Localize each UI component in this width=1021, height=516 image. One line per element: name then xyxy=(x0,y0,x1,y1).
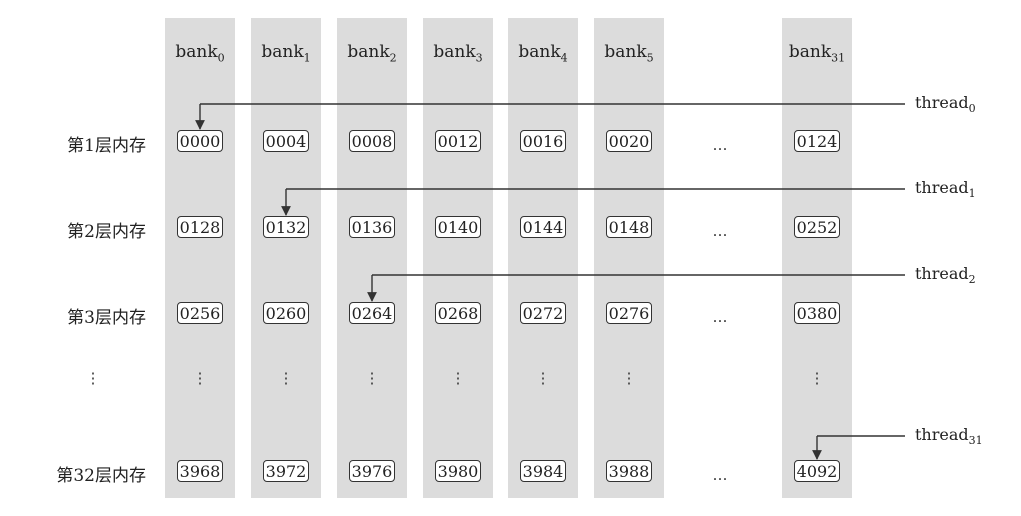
horizontal-ellipsis: … xyxy=(712,136,728,154)
vertical-ellipsis: ⋮ xyxy=(535,369,551,387)
memory-address-cell: 3980 xyxy=(435,460,481,482)
bank-label: bank1 xyxy=(251,42,321,64)
thread-label-text: thread xyxy=(915,178,969,197)
bank-label-index: 3 xyxy=(475,51,483,65)
thread-label: thread31 xyxy=(915,425,983,447)
bank-column xyxy=(782,18,852,498)
bank-label-text: bank xyxy=(788,42,832,62)
bank-label: bank0 xyxy=(165,42,235,64)
bank-label: bank2 xyxy=(337,42,407,64)
memory-layer-label: 第3层内存 xyxy=(67,308,146,328)
bank-label-index: 31 xyxy=(831,51,846,65)
thread-label: thread0 xyxy=(915,93,976,115)
memory-address-cell: 0000 xyxy=(177,130,223,152)
memory-layer-label: 第32层内存 xyxy=(56,466,146,486)
thread-label-text: thread xyxy=(915,93,969,112)
bank-column xyxy=(251,18,321,498)
bank-label-index: 4 xyxy=(560,51,568,65)
memory-address-cell: 4092 xyxy=(794,460,840,482)
vertical-ellipsis: ⋮ xyxy=(85,369,101,387)
bank-label-text: bank xyxy=(261,42,304,62)
vertical-ellipsis: ⋮ xyxy=(809,369,825,387)
vertical-ellipsis: ⋮ xyxy=(278,369,294,387)
thread-arrow xyxy=(195,103,905,130)
vertical-ellipsis: ⋮ xyxy=(364,369,380,387)
memory-address-cell: 0136 xyxy=(349,216,395,238)
memory-address-cell: 3988 xyxy=(606,460,652,482)
memory-address-cell: 0252 xyxy=(794,216,840,238)
bank-label-text: bank xyxy=(518,42,561,62)
memory-address-cell: 0260 xyxy=(263,302,309,324)
thread-label-text: thread xyxy=(915,264,969,283)
memory-address-cell: 0276 xyxy=(606,302,652,324)
memory-address-cell: 3976 xyxy=(349,460,395,482)
horizontal-ellipsis: … xyxy=(712,308,728,326)
horizontal-ellipsis: … xyxy=(712,222,728,240)
vertical-ellipsis: ⋮ xyxy=(192,369,208,387)
memory-address-cell: 3972 xyxy=(263,460,309,482)
horizontal-ellipsis: … xyxy=(712,466,728,484)
thread-label: thread1 xyxy=(915,178,976,200)
memory-address-cell: 3968 xyxy=(177,460,223,482)
memory-address-cell: 0016 xyxy=(520,130,566,152)
bank-label-index: 0 xyxy=(217,51,225,65)
bank-column xyxy=(594,18,664,498)
bank-label-text: bank xyxy=(433,42,476,62)
memory-address-cell: 0124 xyxy=(794,130,840,152)
vertical-ellipsis: ⋮ xyxy=(621,369,637,387)
bank-label: bank5 xyxy=(594,42,664,64)
memory-layer-label: 第2层内存 xyxy=(67,222,146,242)
thread-label-index: 31 xyxy=(968,434,983,448)
thread-label-text: thread xyxy=(915,425,969,444)
vertical-ellipsis: ⋮ xyxy=(450,369,466,387)
memory-address-cell: 0004 xyxy=(263,130,309,152)
bank-label: bank31 xyxy=(782,42,852,64)
thread-arrow xyxy=(812,435,905,460)
bank-label: bank4 xyxy=(508,42,578,64)
memory-address-cell: 0020 xyxy=(606,130,652,152)
bank-label-index: 2 xyxy=(389,51,397,65)
memory-address-cell: 0140 xyxy=(435,216,481,238)
memory-address-cell: 0008 xyxy=(349,130,395,152)
thread-arrow xyxy=(281,188,905,216)
memory-address-cell: 0380 xyxy=(794,302,840,324)
memory-address-cell: 0148 xyxy=(606,216,652,238)
memory-address-cell: 0012 xyxy=(435,130,481,152)
memory-address-cell: 0268 xyxy=(435,302,481,324)
bank-label-text: bank xyxy=(604,42,647,62)
memory-address-cell: 0264 xyxy=(349,302,395,324)
thread-label-index: 1 xyxy=(968,187,976,201)
memory-address-cell: 0272 xyxy=(520,302,566,324)
bank-label-text: bank xyxy=(347,42,390,62)
bank-column xyxy=(337,18,407,498)
memory-address-cell: 0128 xyxy=(177,216,223,238)
memory-address-cell: 3984 xyxy=(520,460,566,482)
bank-label-index: 1 xyxy=(303,51,311,65)
bank-column xyxy=(508,18,578,498)
bank-label-index: 5 xyxy=(646,51,654,65)
bank-label-text: bank xyxy=(175,42,218,62)
thread-label: thread2 xyxy=(915,264,976,286)
memory-address-cell: 0256 xyxy=(177,302,223,324)
memory-layer-label: 第1层内存 xyxy=(67,136,146,156)
bank-label: bank3 xyxy=(423,42,493,64)
thread-label-index: 2 xyxy=(968,273,976,287)
bank-column xyxy=(165,18,235,498)
bank-column xyxy=(423,18,493,498)
thread-label-index: 0 xyxy=(968,102,976,116)
memory-address-cell: 0144 xyxy=(520,216,566,238)
memory-address-cell: 0132 xyxy=(263,216,309,238)
thread-arrow xyxy=(367,274,905,302)
